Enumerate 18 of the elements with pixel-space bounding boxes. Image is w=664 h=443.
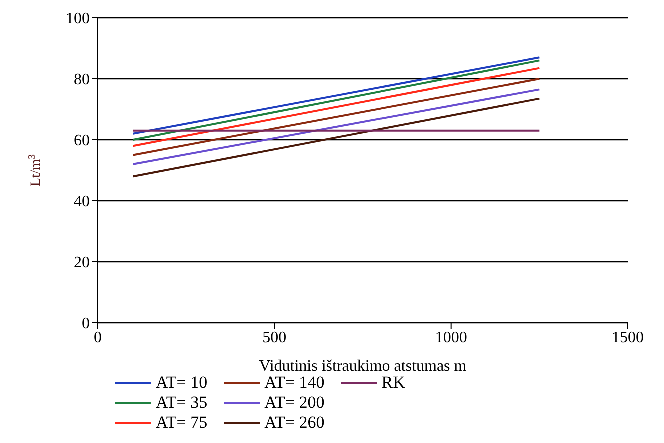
legend-label: AT= 75 xyxy=(156,413,208,433)
y-tick-label: 20 xyxy=(74,254,90,272)
legend-label: AT= 35 xyxy=(156,393,208,413)
y-tick-label: 0 xyxy=(82,316,90,333)
y-tick-label: 60 xyxy=(74,132,90,150)
x-tick-label: 1000 xyxy=(435,329,468,346)
legend-label: AT= 260 xyxy=(264,413,325,433)
x-axis-title: Vidutinis ištraukimo atstumas m xyxy=(259,358,468,375)
legend-label: RK xyxy=(382,373,406,393)
y-tick-label: 80 xyxy=(74,72,90,89)
legend-label: AT= 10 xyxy=(156,373,208,393)
x-tick-label: 1500 xyxy=(612,329,644,346)
x-tick-label: 500 xyxy=(262,329,287,346)
legend-label: AT= 140 xyxy=(264,373,325,393)
y-tick-label: 100 xyxy=(66,10,90,28)
x-tick-label: 0 xyxy=(94,329,102,346)
y-tick-label: 40 xyxy=(74,194,90,211)
legend-label: AT= 200 xyxy=(264,393,325,413)
